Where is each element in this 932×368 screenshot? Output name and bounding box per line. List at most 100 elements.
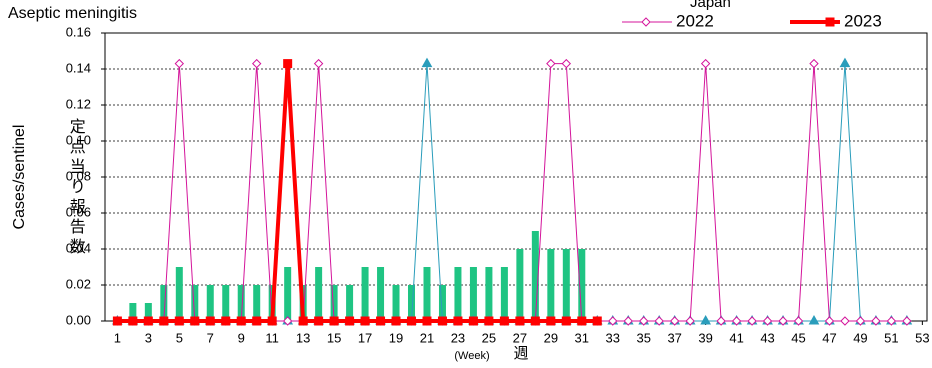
- bar: [361, 267, 369, 321]
- bar: [392, 285, 400, 321]
- bar: [408, 285, 416, 321]
- marker: [577, 316, 587, 326]
- x-tick-label: 13: [296, 330, 310, 345]
- y-tick-label: 0.10: [66, 132, 91, 147]
- marker: [174, 58, 185, 69]
- marker: [484, 316, 494, 326]
- marker: [252, 316, 262, 326]
- y-axis-label-local: 定点当り報告数: [67, 118, 86, 258]
- legend-label: 2023: [844, 11, 882, 30]
- series-line: [117, 63, 598, 323]
- marker: [561, 316, 571, 326]
- x-axis-label: (Week): [454, 350, 489, 362]
- marker: [762, 316, 773, 326]
- bar: [423, 267, 431, 321]
- marker: [421, 57, 433, 68]
- x-tick-label: 39: [698, 330, 712, 345]
- marker: [422, 316, 432, 326]
- marker: [778, 316, 788, 326]
- marker: [376, 316, 386, 326]
- marker: [205, 316, 215, 326]
- y-tick-label: 0.12: [66, 96, 91, 111]
- marker: [345, 316, 355, 326]
- y-tick-label: 0.14: [66, 60, 91, 75]
- y-tick-label: 0.02: [66, 276, 91, 291]
- series-line: [117, 63, 907, 322]
- marker: [236, 316, 246, 326]
- x-tick-label: 25: [482, 330, 496, 345]
- marker: [499, 316, 509, 326]
- marker: [174, 316, 184, 326]
- marker: [190, 316, 200, 326]
- plot-frame: [104, 32, 928, 322]
- marker: [871, 316, 881, 326]
- y-tick-label: 0.00: [66, 312, 91, 327]
- y-tick-label: 0.16: [66, 24, 91, 39]
- marker: [112, 316, 122, 326]
- bar: [191, 285, 199, 321]
- marker: [407, 316, 417, 326]
- bar: [578, 249, 586, 321]
- marker: [839, 57, 851, 68]
- x-tick-label: 29: [544, 330, 558, 345]
- bar: [469, 267, 477, 321]
- marker: [468, 316, 478, 326]
- marker: [639, 316, 649, 326]
- bar: [129, 303, 137, 321]
- marker: [747, 316, 757, 326]
- marker: [824, 316, 835, 326]
- marker: [143, 316, 153, 326]
- series-line: [117, 63, 907, 322]
- x-tick-label: 17: [358, 330, 372, 345]
- y-tick-label: 0.06: [66, 204, 91, 219]
- x-tick-label: 21: [420, 330, 434, 345]
- x-tick-label: 5: [176, 330, 183, 345]
- bar: [253, 285, 261, 321]
- x-tick-label: 3: [145, 330, 152, 345]
- marker: [623, 316, 633, 326]
- bar: [346, 285, 354, 321]
- x-tick-label: 33: [606, 330, 620, 345]
- bar: [315, 267, 323, 321]
- marker: [731, 316, 742, 326]
- marker: [437, 316, 447, 326]
- bar: [485, 267, 493, 321]
- marker: [283, 59, 293, 69]
- marker: [298, 316, 308, 326]
- marker: [546, 316, 556, 326]
- marker: [654, 316, 664, 326]
- marker: [685, 316, 695, 326]
- marker: [608, 316, 618, 326]
- marker: [700, 58, 711, 69]
- x-tick-label: 23: [451, 330, 465, 345]
- x-tick-label: 19: [389, 330, 403, 345]
- bar: [454, 267, 462, 321]
- bar: [516, 249, 524, 321]
- marker: [886, 316, 897, 326]
- x-tick-label: 1: [114, 330, 121, 345]
- marker: [313, 58, 324, 69]
- marker: [251, 58, 262, 69]
- marker: [314, 316, 324, 326]
- legend-label: 2022: [676, 11, 714, 30]
- marker: [700, 314, 711, 325]
- x-tick-label: 49: [853, 330, 867, 345]
- bar: [175, 267, 183, 321]
- marker: [515, 316, 525, 326]
- marker: [825, 17, 835, 27]
- x-tick-label: 35: [636, 330, 650, 345]
- marker: [128, 316, 138, 326]
- marker: [360, 316, 370, 326]
- x-tick-label: 7: [207, 330, 214, 345]
- marker: [282, 316, 293, 326]
- marker: [221, 316, 231, 326]
- marker: [669, 316, 680, 326]
- x-tick-label: 47: [822, 330, 836, 345]
- bar: [222, 285, 230, 321]
- x-tick-label: 37: [667, 330, 681, 345]
- marker: [809, 58, 819, 69]
- marker: [159, 316, 169, 326]
- marker: [453, 316, 463, 326]
- marker: [716, 316, 726, 326]
